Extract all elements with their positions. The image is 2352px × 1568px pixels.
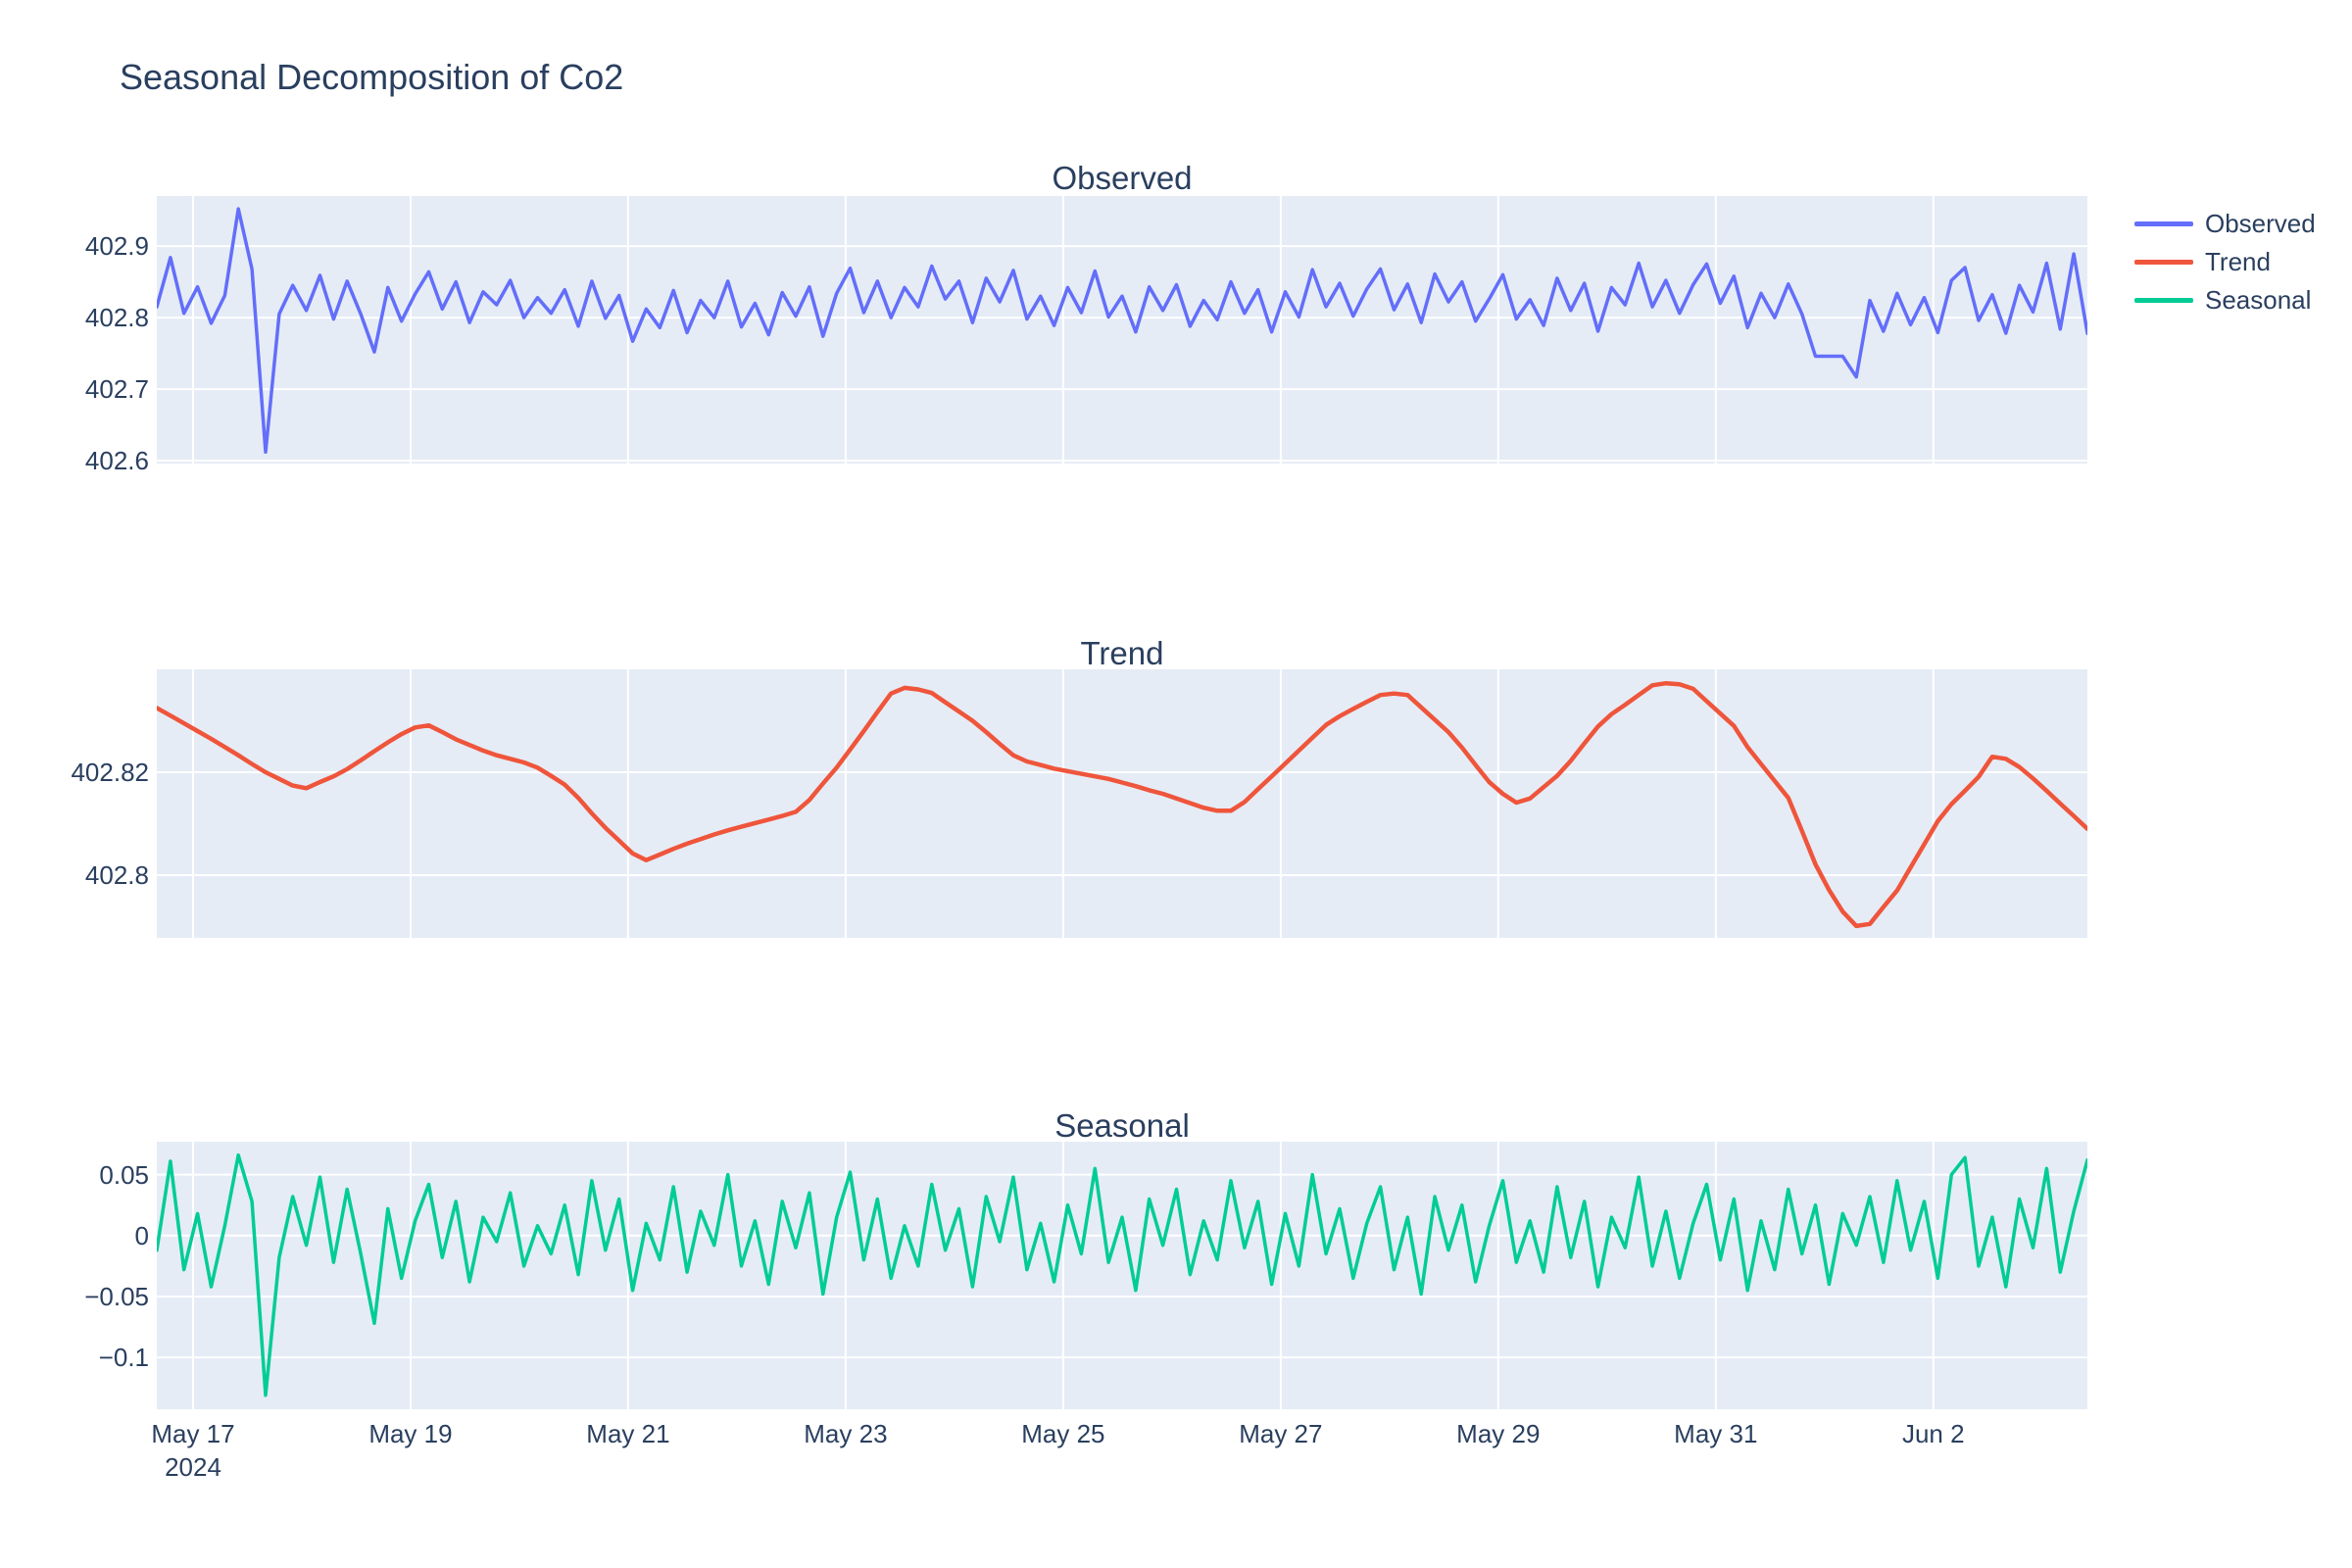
y-tick-label: 402.6 xyxy=(84,446,149,476)
x-tick-label: Jun 2 xyxy=(1901,1419,1965,1448)
x-tick-label: May 29 xyxy=(1456,1419,1541,1448)
trend-plot-area[interactable] xyxy=(157,669,2087,938)
observed-subplot-title: Observed xyxy=(1052,160,1193,196)
x-tick-label: May 25 xyxy=(1021,1419,1105,1448)
observed-legend-label: Observed xyxy=(2205,209,2316,238)
y-tick-label: 402.9 xyxy=(84,231,149,262)
y-tick-label: 0.05 xyxy=(99,1159,149,1190)
observed-line xyxy=(157,207,2087,455)
observed-plot-area[interactable] xyxy=(157,196,2087,464)
seasonal-line xyxy=(157,1152,2087,1397)
y-tick-label: 402.8 xyxy=(84,859,149,890)
x-tick-label: May 27 xyxy=(1239,1419,1323,1448)
y-tick-label: 0 xyxy=(134,1220,149,1250)
x-tick-label: May 31 xyxy=(1674,1419,1758,1448)
legend-item-seasonal[interactable]: Seasonal xyxy=(2134,281,2316,319)
seasonal-subplot-title: Seasonal xyxy=(1054,1107,1190,1144)
y-tick-label: 402.82 xyxy=(71,757,149,787)
y-tick-label: 402.7 xyxy=(84,374,149,405)
trend-line xyxy=(157,680,2087,929)
seasonal-legend-label: Seasonal xyxy=(2205,285,2312,315)
trend-subplot-title: Trend xyxy=(1080,635,1164,671)
trend-legend-label: Trend xyxy=(2205,247,2271,276)
observed-legend-swatch xyxy=(2134,221,2193,226)
x-tick-label: 2024 xyxy=(165,1452,221,1482)
x-tick-label: May 17 xyxy=(151,1419,235,1448)
seasonal-legend-swatch xyxy=(2134,298,2193,303)
trend-legend-swatch xyxy=(2134,260,2193,265)
y-tick-label: −0.05 xyxy=(84,1281,149,1311)
legend: Observed Trend Seasonal xyxy=(2134,205,2316,319)
y-tick-label: −0.1 xyxy=(98,1343,149,1373)
legend-item-observed[interactable]: Observed xyxy=(2134,205,2316,243)
figure-title: Seasonal Decomposition of Co2 xyxy=(120,57,624,97)
x-tick-label: May 21 xyxy=(586,1419,670,1448)
legend-item-trend[interactable]: Trend xyxy=(2134,243,2316,281)
x-tick-label: May 23 xyxy=(804,1419,888,1448)
y-tick-label: 402.8 xyxy=(84,303,149,333)
x-tick-label: May 19 xyxy=(368,1419,453,1448)
seasonal-plot-area[interactable] xyxy=(157,1142,2087,1409)
